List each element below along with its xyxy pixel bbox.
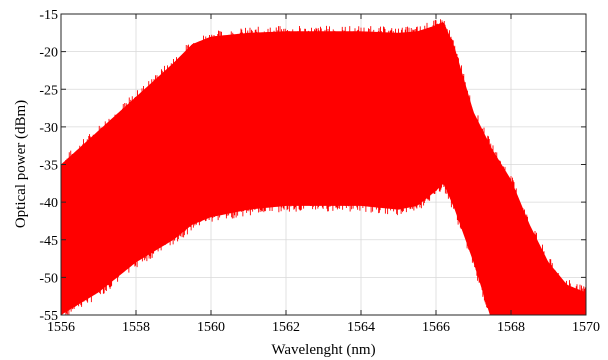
y-tick-labels: -15 -20 -25 -30 -35 -40 -45 -50 -55 <box>39 8 58 324</box>
y-tick-label: -40 <box>39 196 58 211</box>
y-axis-label: Optical power (dBm) <box>13 100 29 228</box>
y-tick-label: -15 <box>39 8 58 23</box>
x-tick-label: 1566 <box>422 320 450 335</box>
y-tick-label: -45 <box>39 234 58 249</box>
y-tick-label: -25 <box>39 83 58 98</box>
data-layer <box>61 19 586 315</box>
x-tick-label: 1568 <box>497 320 525 335</box>
x-tick-labels: 1556 1558 1560 1562 1564 1566 1568 1570 <box>47 320 600 335</box>
x-tick-label: 1560 <box>197 320 225 335</box>
ticks <box>60 13 587 316</box>
spectrum-trace <box>61 19 586 315</box>
y-tick-label: -50 <box>39 271 58 286</box>
x-axis-label: Wavelenght (nm) <box>271 342 375 358</box>
y-tick-label: -55 <box>39 309 58 324</box>
x-tick-label: 1556 <box>47 320 75 335</box>
y-tick-label: -30 <box>39 121 58 136</box>
x-tick-label: 1562 <box>272 320 300 335</box>
x-tick-label: 1570 <box>572 320 600 335</box>
x-tick-label: 1558 <box>122 320 150 335</box>
y-tick-label: -35 <box>39 159 58 174</box>
x-tick-label: 1564 <box>347 320 375 335</box>
y-tick-label: -20 <box>39 46 58 61</box>
